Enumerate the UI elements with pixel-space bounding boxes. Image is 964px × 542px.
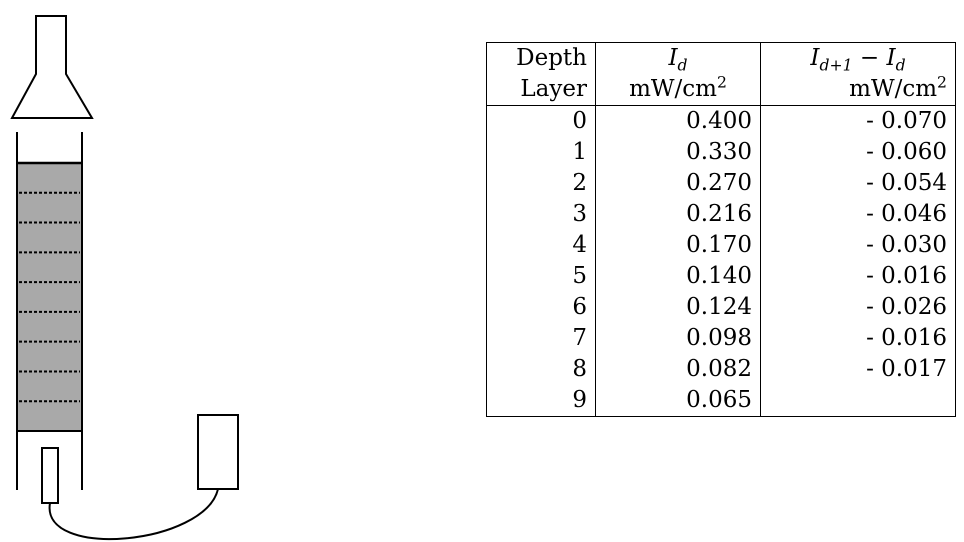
table-header-row-1: Depth Id Id+1 − Id <box>486 42 956 74</box>
difference-cell: - 0.026 <box>760 292 956 323</box>
table-row: 5 0.140- 0.016 <box>486 261 956 292</box>
header-depth: Depth <box>486 42 596 74</box>
difference-cell: - 0.017 <box>760 354 956 385</box>
layer-divider-lines <box>19 191 80 403</box>
layer-cell: 3 <box>486 199 596 230</box>
layer-cell: 8 <box>486 354 596 385</box>
difference-cell: - 0.060 <box>760 137 956 168</box>
table-header-row-2: Layer mW/cm2 mW/cm2 <box>486 74 956 106</box>
sediment-column <box>18 163 81 431</box>
layer-cell: 5 <box>486 261 596 292</box>
difference-cell: - 0.070 <box>760 105 956 137</box>
header-intensity-symbol: Id <box>595 42 761 74</box>
difference-cell <box>760 385 956 417</box>
difference-cell: - 0.054 <box>760 168 956 199</box>
table-row: 6 0.124- 0.026 <box>486 292 956 323</box>
header-intensity-unit: mW/cm2 <box>595 74 761 106</box>
intensity-cell: 0.065 <box>595 385 761 417</box>
lamp-icon <box>10 15 94 119</box>
table-row: 3 0.216- 0.046 <box>486 199 956 230</box>
intensity-cell: 0.330 <box>595 137 761 168</box>
light-meter-box <box>197 414 239 490</box>
table-row: 1 0.330- 0.060 <box>486 137 956 168</box>
intensity-cell: 0.098 <box>595 323 761 354</box>
intensity-cell: 0.140 <box>595 261 761 292</box>
intensity-cell: 0.124 <box>595 292 761 323</box>
difference-cell: - 0.046 <box>760 199 956 230</box>
intensity-cell: 0.082 <box>595 354 761 385</box>
difference-cell: - 0.016 <box>760 323 956 354</box>
layer-cell: 4 <box>486 230 596 261</box>
light-intensity-table: Depth Id Id+1 − Id Layer mW/cm2 mW/cm2 0… <box>486 42 956 417</box>
table-row: 2 0.270- 0.054 <box>486 168 956 199</box>
difference-cell: - 0.016 <box>760 261 956 292</box>
table-row: 8 0.082- 0.017 <box>486 354 956 385</box>
table-row: 0 0.400- 0.070 <box>486 105 956 137</box>
table-row: 4 0.170- 0.030 <box>486 230 956 261</box>
header-layer: Layer <box>486 74 596 106</box>
difference-cell: - 0.030 <box>760 230 956 261</box>
layer-cell: 9 <box>486 385 596 417</box>
header-difference-symbol: Id+1 − Id <box>760 42 956 74</box>
apparatus-diagram <box>10 15 239 540</box>
layer-cell: 7 <box>486 323 596 354</box>
layer-cell: 0 <box>486 105 596 137</box>
header-difference-unit: mW/cm2 <box>760 74 956 106</box>
intensity-cell: 0.400 <box>595 105 761 137</box>
layer-cell: 2 <box>486 168 596 199</box>
sensor-cable <box>48 488 219 540</box>
light-sensor-probe <box>41 447 59 504</box>
table-row: 9 0.065 <box>486 385 956 417</box>
intensity-cell: 0.170 <box>595 230 761 261</box>
intensity-cell: 0.270 <box>595 168 761 199</box>
layer-cell: 6 <box>486 292 596 323</box>
table-row: 7 0.098- 0.016 <box>486 323 956 354</box>
intensity-cell: 0.216 <box>595 199 761 230</box>
layer-cell: 1 <box>486 137 596 168</box>
